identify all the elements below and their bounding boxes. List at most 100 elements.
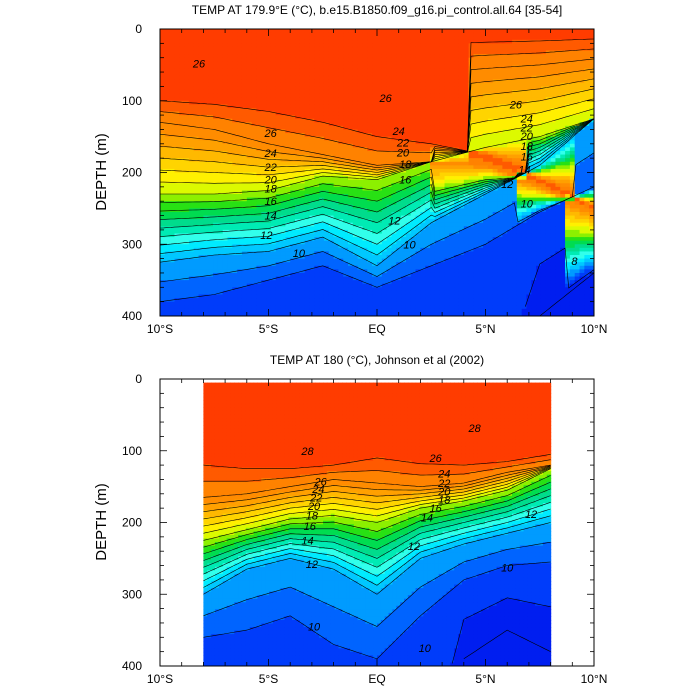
contour-cell (386, 147, 393, 152)
contour-cell (309, 107, 315, 113)
contour-cell (270, 161, 277, 166)
contour-cell (266, 201, 272, 206)
contour-cell (362, 222, 368, 227)
contour-cell (434, 287, 441, 292)
contour-cell (270, 201, 277, 206)
contour-cell (237, 301, 243, 306)
contour-cell (420, 57, 426, 62)
contour-cell (391, 287, 397, 292)
contour-cell (232, 197, 238, 202)
contour-cell (425, 229, 431, 235)
contour-cell (213, 208, 219, 213)
contour-cell (261, 61, 267, 66)
contour-cell (208, 305, 214, 310)
contour-cell (193, 186, 200, 192)
contour-cell (381, 57, 388, 62)
contour-cell (290, 89, 296, 95)
contour-cell (275, 136, 282, 141)
contour-cell (328, 50, 335, 55)
contour-cell (454, 229, 460, 235)
contour-cell (179, 298, 185, 303)
contour-cell (213, 158, 219, 163)
contour-cell (227, 122, 233, 127)
contour-cell (348, 272, 354, 278)
contour-cell (410, 68, 417, 73)
contour-cell (405, 269, 412, 274)
contour-cell (164, 183, 171, 188)
contour-cell (405, 125, 412, 131)
contour-cell (256, 197, 262, 202)
contour-cell (410, 133, 417, 138)
contour-cell (362, 136, 368, 141)
contour-cell (439, 308, 446, 314)
contour-cell (430, 118, 436, 123)
contour-cell (275, 122, 282, 127)
contour-cell (415, 97, 421, 102)
contour-cell (222, 61, 229, 66)
contour-cell (208, 107, 214, 113)
contour-cell (328, 158, 335, 163)
contour-cell (232, 82, 238, 87)
contour-cell (208, 36, 214, 41)
contour-cell (266, 244, 272, 249)
contour-cell (372, 150, 378, 156)
contour-cell (160, 122, 166, 127)
contour-cell (377, 194, 383, 199)
contour-cell (338, 57, 344, 62)
contour-cell (449, 36, 455, 41)
contour-cell (304, 165, 311, 170)
contour-cell (285, 280, 291, 285)
contour-cell (405, 219, 412, 224)
contour-cell (328, 247, 335, 253)
contour-cell (449, 219, 455, 224)
contour-cell (275, 287, 282, 292)
contour-cell (241, 150, 248, 156)
contour-cell (309, 147, 315, 152)
contour-cell (174, 68, 180, 73)
contour-cell (357, 158, 364, 163)
contour-cell (449, 165, 455, 170)
contour-cell (348, 308, 354, 314)
contour-cell (213, 265, 219, 270)
contour-cell (309, 183, 315, 188)
contour-cell (343, 244, 349, 249)
contour-cell (343, 222, 349, 227)
contour-cell (270, 158, 277, 163)
contour-cell (391, 32, 397, 37)
contour-cell (270, 133, 277, 138)
contour-cell (343, 54, 349, 59)
contour-cell (391, 176, 397, 181)
contour-cell (222, 64, 229, 70)
contour-cell (454, 36, 460, 41)
contour-cell (372, 46, 378, 52)
contour-cell (203, 262, 209, 267)
contour-cell (352, 201, 359, 206)
contour-cell (352, 89, 359, 95)
contour-cell (425, 68, 431, 73)
contour-cell (396, 226, 402, 231)
contour-cell (405, 222, 412, 227)
contour-cell (203, 276, 209, 281)
contour-cell (425, 93, 431, 98)
contour-cell (285, 168, 291, 174)
contour-cell (439, 183, 446, 188)
contour-cell (352, 179, 359, 184)
contour-cell (266, 194, 272, 199)
contour-cell (439, 219, 446, 224)
contour-cell (203, 190, 209, 195)
contour-cell (338, 269, 344, 274)
contour-cell (319, 43, 325, 48)
contour-cell (213, 140, 219, 145)
contour-cell (430, 97, 436, 102)
contour-cell (208, 86, 214, 91)
contour-cell (439, 305, 446, 310)
contour-cell (280, 280, 286, 285)
contour-cell (299, 226, 306, 231)
contour-cell (430, 229, 436, 235)
contour-cell (444, 122, 450, 127)
contour-cell (222, 115, 229, 120)
contour-cell (188, 46, 195, 52)
contour-cell (222, 147, 229, 152)
contour-cell (193, 247, 200, 253)
contour-cell (193, 301, 200, 306)
